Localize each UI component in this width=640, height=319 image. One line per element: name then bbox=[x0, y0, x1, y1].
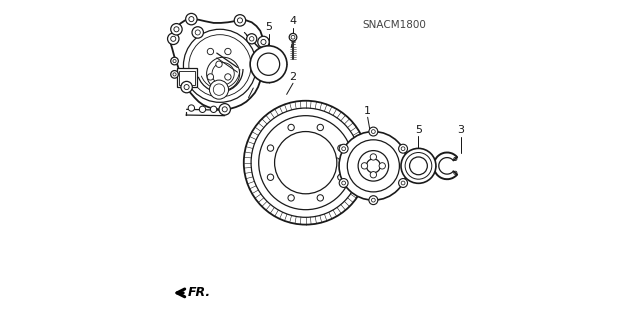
Circle shape bbox=[369, 127, 378, 136]
Circle shape bbox=[401, 148, 436, 183]
Circle shape bbox=[237, 18, 243, 23]
Circle shape bbox=[370, 172, 376, 178]
FancyBboxPatch shape bbox=[179, 70, 195, 85]
Circle shape bbox=[362, 163, 367, 169]
Circle shape bbox=[199, 106, 205, 113]
Circle shape bbox=[338, 174, 344, 181]
Text: 4: 4 bbox=[289, 16, 296, 26]
Circle shape bbox=[188, 105, 195, 111]
Circle shape bbox=[222, 107, 227, 112]
Circle shape bbox=[379, 163, 385, 169]
Circle shape bbox=[250, 46, 287, 83]
Circle shape bbox=[189, 17, 194, 22]
Polygon shape bbox=[171, 19, 264, 109]
Circle shape bbox=[171, 70, 179, 78]
Circle shape bbox=[258, 60, 269, 71]
Circle shape bbox=[399, 144, 408, 153]
Circle shape bbox=[261, 40, 266, 45]
Circle shape bbox=[211, 106, 217, 113]
Circle shape bbox=[261, 63, 266, 68]
Circle shape bbox=[171, 24, 182, 35]
Circle shape bbox=[268, 145, 274, 151]
Circle shape bbox=[181, 81, 193, 93]
Circle shape bbox=[209, 80, 228, 99]
Circle shape bbox=[234, 15, 246, 26]
Circle shape bbox=[216, 61, 222, 67]
Text: 5: 5 bbox=[265, 21, 272, 32]
FancyBboxPatch shape bbox=[177, 68, 196, 87]
Circle shape bbox=[339, 144, 348, 153]
Circle shape bbox=[317, 124, 323, 131]
Circle shape bbox=[268, 174, 274, 181]
Circle shape bbox=[219, 104, 230, 115]
Circle shape bbox=[338, 145, 344, 151]
Circle shape bbox=[370, 154, 376, 160]
Circle shape bbox=[369, 196, 378, 204]
Circle shape bbox=[317, 195, 323, 201]
Circle shape bbox=[339, 179, 348, 188]
Circle shape bbox=[225, 74, 231, 80]
Circle shape bbox=[288, 195, 294, 201]
Text: 1: 1 bbox=[364, 106, 371, 116]
Circle shape bbox=[171, 57, 179, 65]
Circle shape bbox=[171, 36, 176, 41]
Circle shape bbox=[168, 33, 179, 45]
Circle shape bbox=[225, 48, 231, 55]
Text: SNACM1800: SNACM1800 bbox=[363, 19, 427, 30]
Circle shape bbox=[289, 33, 297, 41]
Text: FR.: FR. bbox=[188, 286, 211, 300]
Text: 3: 3 bbox=[458, 125, 465, 135]
Circle shape bbox=[186, 13, 197, 25]
Text: 2: 2 bbox=[289, 72, 296, 82]
Circle shape bbox=[288, 124, 294, 131]
Circle shape bbox=[399, 179, 408, 188]
Circle shape bbox=[192, 27, 204, 38]
Circle shape bbox=[207, 74, 214, 80]
Circle shape bbox=[174, 27, 179, 32]
Text: 5: 5 bbox=[415, 125, 422, 135]
Circle shape bbox=[184, 85, 189, 90]
Circle shape bbox=[339, 131, 408, 200]
Circle shape bbox=[258, 36, 269, 48]
Circle shape bbox=[244, 101, 367, 225]
Circle shape bbox=[207, 48, 214, 55]
Circle shape bbox=[246, 34, 257, 44]
